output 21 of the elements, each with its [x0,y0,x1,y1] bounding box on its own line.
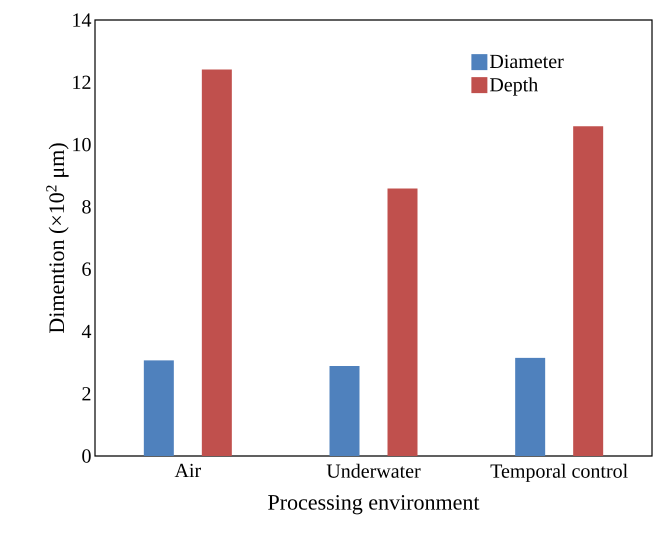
y-tick-label: 10 [73,138,91,152]
x-tick-label: Air [174,464,201,478]
y-tick-label: 4 [82,324,92,338]
y-tick-label: 12 [73,76,90,89]
legend-label: Diameter [490,54,564,68]
x-axis-title: Processing environment [268,495,480,514]
bar [144,360,174,456]
bar [388,188,418,456]
y-tick-label: 14 [73,13,92,27]
bar [202,70,232,456]
y-tick-label: 6 [82,262,91,276]
y-tick-label: 2 [82,387,90,400]
bar [330,366,360,456]
x-tick-label: Temporal control [490,464,628,482]
bar [515,358,546,456]
legend-label: Depth [490,77,538,96]
bar [573,126,604,456]
y-tick-label: 8 [82,200,91,214]
y-tick-label: 0 [82,449,91,463]
y-axis-title: Dimention (×10$^{2}$ μm) [46,143,69,333]
x-tick-label: Underwater [326,464,421,478]
